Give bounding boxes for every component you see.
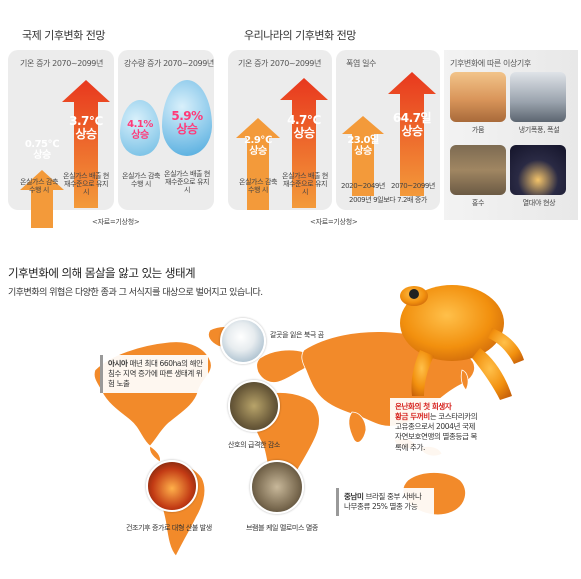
korea-temp-high-caption: 온실가스 배출 현재수준으로 유지 시 xyxy=(282,172,328,197)
korea-temp-low-value: 2.9℃ xyxy=(244,135,272,146)
south-america-callout: 중남미 브라질 중부 사바나 나무종류 25% 멸종 가능 xyxy=(336,488,434,517)
toad-callout: 온난화의 첫 희생자 황금 두꺼비는 코스타리카의 고유종으로서 2004년 국… xyxy=(390,398,484,457)
tropical-night-image xyxy=(510,145,566,195)
extreme-label-night: 열대야 현상 xyxy=(522,199,556,207)
korea-heat-low-suffix: 상승 xyxy=(354,145,372,157)
bear-label: 갈곳을 잃은 북극 곰 xyxy=(270,331,324,339)
korea-heat-low-value: 23.0일 xyxy=(347,135,379,146)
korea-heat-high-caption: 2070~2099년 xyxy=(391,182,435,190)
sa-text: 브라질 중부 사바나 나무종류 25% 멸종 가능 xyxy=(344,492,422,512)
korea-temp-high-value: 4.7℃ xyxy=(287,113,321,127)
global-source: <자료=기상청> xyxy=(92,218,140,226)
global-rain-high-drop xyxy=(162,80,212,156)
global-rain-low-value: 4.1% xyxy=(127,119,153,130)
korea-heat-high-arrow xyxy=(388,72,436,196)
korea-heat-note: 2009년 9일보다 7.2배 증가 xyxy=(349,196,427,204)
global-rain-high-suffix: 상승 xyxy=(176,121,198,136)
coral-image xyxy=(228,380,280,432)
eco-subtitle: 기후변화의 위협은 다양한 종과 그 서식지를 대상으로 벌어지고 있습니다. xyxy=(8,288,263,298)
global-rain-low-drop xyxy=(120,100,160,156)
global-temp-high-suffix: 상승 xyxy=(75,126,97,141)
drought-image xyxy=(450,72,506,122)
global-temp-high-arrow xyxy=(62,80,110,208)
snowstorm-image xyxy=(510,72,566,122)
global-rain-high-caption: 온실가스 배출 현재수준으로 유지 시 xyxy=(164,170,210,195)
korea-heat-high-value: 64.7일 xyxy=(392,111,432,125)
korea-temp-low-suffix: 상승 xyxy=(249,145,267,157)
eco-title: 기후변화에 의해 몸살을 앓고 있는 생태계 xyxy=(8,266,196,280)
flood-image xyxy=(450,145,506,195)
korea-heat-high-suffix: 상승 xyxy=(401,123,423,138)
melomys-image xyxy=(250,460,304,514)
global-temp-card: 기온 증가 2070~2099년 0.75℃ 상승 3.7℃ 상승 온실가스 감… xyxy=(8,50,114,228)
global-rain-low-suffix: 상승 xyxy=(131,129,149,141)
global-rain-card-title: 강수량 증가 2070~2099년 xyxy=(124,59,214,68)
extreme-label-drought: 가뭄 xyxy=(471,126,485,134)
rat-label: 브램블 케일 멜로미스 멸종 xyxy=(246,524,318,532)
asia-text: 매년 최대 660ha의 해안침수 지역 증가에 따른 생태계 위험 노출 xyxy=(108,359,203,389)
global-rain-low-caption: 온실가스 감축 수행 시 xyxy=(121,172,161,189)
polar-bear-image xyxy=(220,318,266,364)
asia-name: 아시아 xyxy=(108,359,128,368)
extreme-title: 기후변화에 따른 이상기후 xyxy=(450,59,531,68)
global-temp-low-caption: 온실가스 감축 수행 시 xyxy=(19,178,59,195)
korea-heat-low-caption: 2020~2049년 xyxy=(341,182,385,190)
global-temp-high-value: 3.7℃ xyxy=(69,114,103,128)
global-temp-low-suffix: 상승 xyxy=(33,149,51,161)
extreme-panel: 기후변화에 따른 이상기후 가뭄 냉기폭풍, 폭설 홍수 열대야 현상 xyxy=(444,50,578,220)
korea-heat-card: 폭염 일수 23.0일 상승 64.7일 상승 2020~2049년 2070~… xyxy=(336,50,440,210)
global-temp-low-arrow xyxy=(20,170,64,228)
fire-label: 건조기후 증가로 대형 산불 발생 xyxy=(126,524,212,532)
korea-heat-low-arrow xyxy=(342,116,384,196)
asia-callout: 아시아 매년 최대 660ha의 해안침수 지역 증가에 따른 생태계 위험 노… xyxy=(100,355,208,394)
korea-temp-card-title: 기온 증가 2070~2099년 xyxy=(238,59,321,68)
korea-temp-low-caption: 온실가스 감축 수행 시 xyxy=(238,178,278,195)
global-section-title: 국제 기후변화 전망 xyxy=(22,29,105,42)
korea-temp-high-suffix: 상승 xyxy=(293,125,315,140)
global-temp-low-value: 0.75℃ xyxy=(24,139,60,150)
korea-section-title: 우리나라의 기후변화 전망 xyxy=(244,29,356,42)
toad-name: 황금 두꺼비 xyxy=(395,412,430,422)
golden-toad-image xyxy=(400,285,524,400)
sa-name: 중남미 xyxy=(344,492,364,501)
toad-line1: 온난화의 첫 희생자 xyxy=(395,402,452,411)
korea-temp-low-arrow xyxy=(236,118,280,210)
global-rain-card: 강수량 증가 2070~2099년 4.1% 상승 5.9% 상승 온실가스 감… xyxy=(118,50,214,210)
global-temp-high-caption: 온실가스 배출 현재수준으로 유지 시 xyxy=(63,172,109,197)
global-temp-card-title: 기온 증가 2070~2099년 xyxy=(20,59,103,68)
extreme-label-snow: 냉기폭풍, 폭설 xyxy=(518,126,560,134)
global-rain-high-value: 5.9% xyxy=(171,109,203,123)
toad-text: 는 코스타리카의 고유종으로서 2004년 국제자연보호연맹의 멸종등급 목록에… xyxy=(395,412,478,452)
coral-label: 산호의 급격한 감소 xyxy=(228,441,280,449)
korea-temp-high-arrow xyxy=(280,78,328,208)
extreme-label-flood: 홍수 xyxy=(471,199,485,207)
korea-heat-card-title: 폭염 일수 xyxy=(346,59,376,68)
korea-source: <자료=기상청> xyxy=(310,218,358,226)
wildfire-image xyxy=(146,460,198,512)
korea-temp-card: 기온 증가 2070~2099년 2.9℃ 상승 4.7℃ 상승 온실가스 감축… xyxy=(228,50,332,210)
